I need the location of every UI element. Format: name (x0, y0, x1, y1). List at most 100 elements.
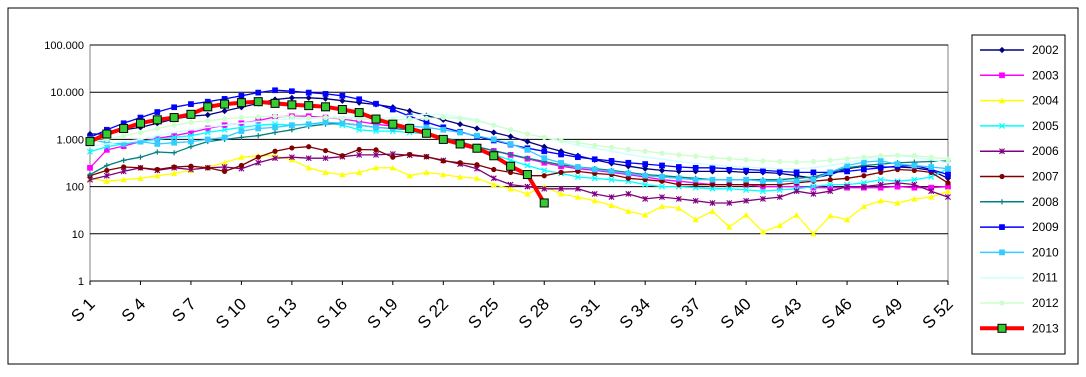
legend-item-2003: 2003 (980, 68, 1059, 82)
data-point (575, 164, 581, 170)
data-point (759, 188, 766, 195)
data-point (928, 193, 935, 200)
data-point (759, 195, 766, 202)
data-point (356, 122, 363, 129)
data-point (642, 181, 649, 188)
data-point (608, 202, 615, 208)
data-point (999, 199, 1005, 205)
data-point (491, 166, 497, 173)
data-point (272, 124, 278, 131)
data-point (860, 203, 867, 210)
data-point (289, 114, 295, 120)
data-point (255, 133, 261, 139)
data-point (810, 158, 817, 165)
data-point (455, 139, 465, 149)
data-point (692, 216, 699, 223)
data-point (877, 164, 884, 171)
data-point (776, 168, 783, 175)
data-point (658, 167, 666, 174)
data-point (86, 148, 94, 155)
series-line (89, 115, 949, 163)
data-point (877, 176, 884, 183)
data-point (997, 323, 1007, 333)
data-point (558, 151, 564, 158)
legend-item-2002: 2002 (980, 43, 1059, 57)
data-point (524, 155, 531, 161)
data-point (861, 159, 867, 165)
data-point (272, 129, 278, 136)
data-point (507, 127, 514, 133)
data-point (524, 190, 531, 197)
data-point (726, 223, 733, 230)
data-point (709, 182, 716, 188)
data-point (221, 116, 228, 122)
data-point (709, 164, 716, 171)
data-point (743, 211, 750, 218)
data-point (171, 134, 178, 141)
data-point (524, 183, 531, 190)
data-point (843, 216, 851, 223)
data-point (221, 164, 228, 171)
data-point (524, 131, 531, 137)
data-point (999, 72, 1005, 79)
data-point (659, 178, 665, 184)
data-point (928, 188, 935, 195)
data-point (204, 111, 211, 119)
data-point (894, 179, 901, 186)
data-point (625, 159, 632, 166)
data-point (490, 129, 497, 136)
data-point (339, 115, 345, 121)
data-point (154, 141, 161, 147)
data-point (171, 139, 177, 146)
data-point (592, 142, 598, 148)
data-point (474, 162, 480, 168)
data-point (388, 119, 398, 129)
legend-label: 2007 (1032, 170, 1059, 184)
data-point (121, 133, 127, 139)
data-point (339, 97, 346, 104)
legend-label: 2006 (1032, 144, 1059, 158)
data-point (272, 87, 278, 94)
data-point (726, 185, 733, 192)
data-point (371, 114, 381, 124)
data-point (104, 167, 110, 174)
data-point (743, 186, 750, 193)
data-point (120, 168, 127, 175)
data-point (373, 151, 379, 158)
data-point (844, 175, 850, 181)
data-point (659, 174, 665, 180)
data-point (507, 169, 514, 175)
data-point (776, 194, 783, 201)
data-point (474, 132, 480, 139)
data-point (642, 172, 649, 179)
data-point (558, 185, 565, 192)
data-point (743, 197, 750, 204)
data-point (289, 122, 295, 129)
data-point (877, 158, 884, 164)
data-point (793, 211, 800, 218)
data-point (489, 151, 499, 161)
data-point (541, 155, 548, 162)
y-tick-label: 10 (72, 229, 84, 241)
data-point (372, 164, 380, 171)
data-point (861, 154, 867, 160)
data-point (558, 137, 564, 144)
data-point (861, 173, 867, 179)
data-point (810, 184, 817, 191)
data-point (945, 180, 951, 186)
data-point (642, 165, 649, 172)
data-point (642, 161, 649, 167)
data-point (119, 124, 129, 134)
legend-label: 2011 (1032, 271, 1058, 285)
data-point (473, 125, 481, 132)
data-point (541, 185, 548, 192)
data-point (255, 154, 261, 160)
data-point (793, 169, 800, 176)
data-point (238, 154, 245, 160)
data-point (945, 156, 951, 162)
data-point (999, 300, 1005, 306)
data-point (625, 190, 632, 197)
data-point (726, 199, 733, 206)
data-point (676, 182, 682, 188)
